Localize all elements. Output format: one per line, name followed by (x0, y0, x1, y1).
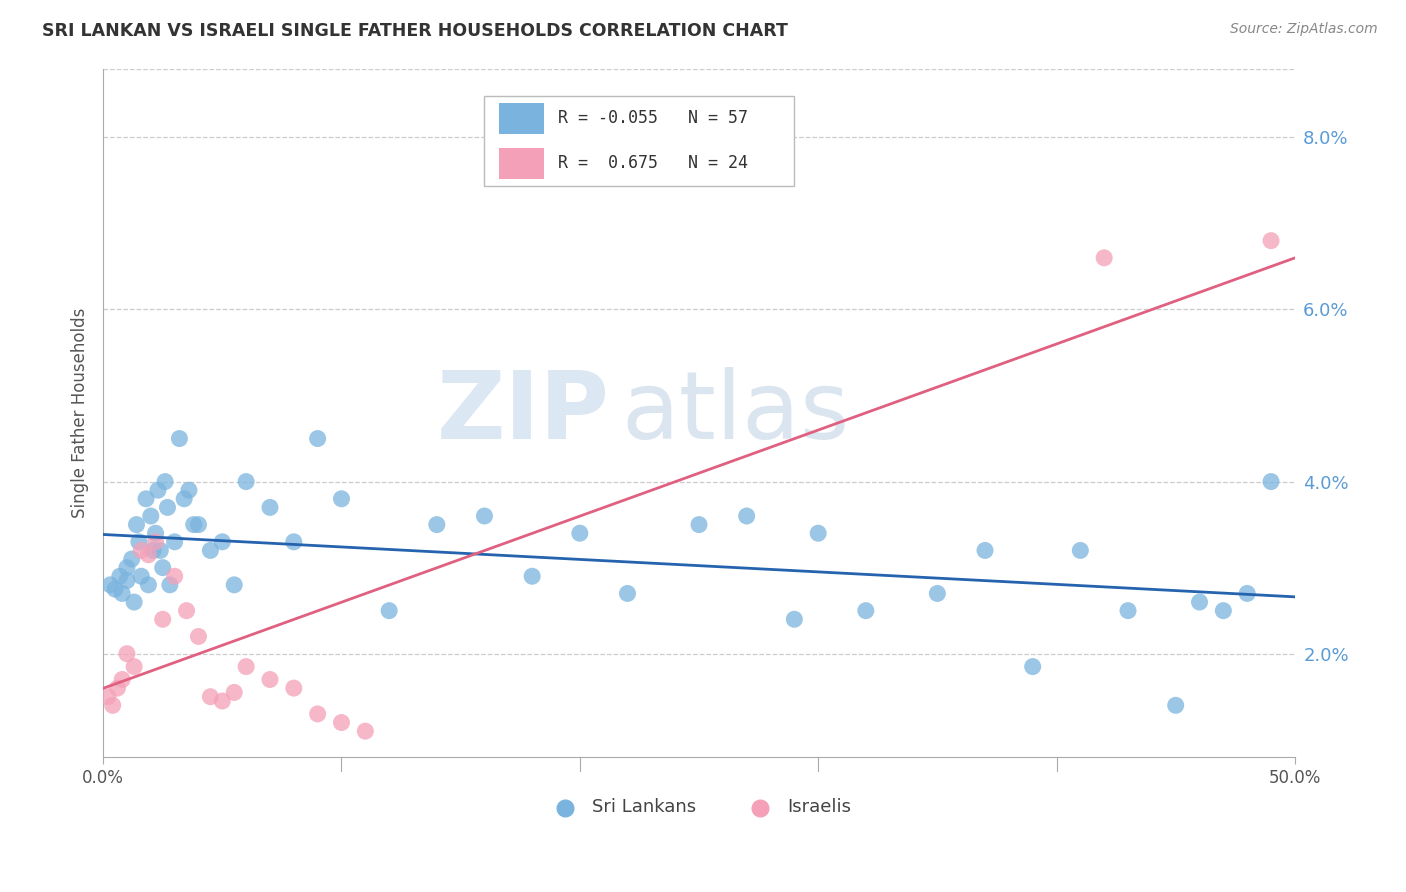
Point (307, 706, 329, 721)
Point (1188, 595, 1211, 609)
Point (283, 681, 305, 695)
Point (354, 724, 377, 739)
Point (200, 543, 222, 558)
FancyBboxPatch shape (485, 96, 794, 186)
Point (735, 508, 758, 523)
Point (145, 534, 167, 549)
Point (974, 543, 997, 558)
Point (378, 604, 401, 618)
Point (101, 698, 124, 713)
Point (855, 604, 877, 618)
Point (173, 491, 195, 506)
Point (135, 491, 157, 506)
Point (152, 560, 174, 574)
Point (807, 526, 830, 541)
Point (121, 552, 143, 566)
Point (128, 534, 150, 549)
Point (568, 526, 591, 541)
Point (139, 508, 162, 523)
Point (122, 595, 145, 609)
Point (1116, 604, 1139, 618)
Y-axis label: Single Father Households: Single Father Households (72, 308, 89, 518)
Point (107, 681, 129, 695)
Point (138, 578, 160, 592)
Point (104, 582, 127, 596)
Point (520, 569, 543, 583)
Point (129, 543, 152, 558)
Text: atlas: atlas (621, 367, 849, 458)
Point (283, 534, 305, 549)
Point (224, 685, 246, 699)
Point (474, 508, 496, 523)
Point (138, 548, 160, 562)
Point (159, 578, 181, 592)
Point (307, 432, 329, 446)
Point (111, 673, 134, 687)
Text: R =  0.675   N = 24: R = 0.675 N = 24 (558, 154, 748, 172)
Point (122, 659, 145, 673)
Text: ZIP: ZIP (437, 367, 610, 458)
Point (211, 534, 233, 549)
Point (330, 715, 353, 730)
Point (149, 543, 172, 558)
Point (142, 543, 165, 558)
Point (259, 673, 281, 687)
Point (163, 569, 186, 583)
Point (176, 604, 198, 618)
Point (1260, 475, 1282, 489)
Point (616, 586, 638, 600)
Point (183, 517, 205, 532)
Point (111, 586, 134, 600)
Point (1092, 251, 1115, 265)
Point (211, 694, 233, 708)
Point (115, 560, 138, 574)
Point (115, 574, 138, 588)
Point (1021, 659, 1043, 673)
Point (153, 475, 176, 489)
Point (152, 612, 174, 626)
Text: Source: ZipAtlas.com: Source: ZipAtlas.com (1230, 22, 1378, 37)
Point (145, 526, 167, 541)
FancyBboxPatch shape (499, 103, 544, 134)
Point (1212, 604, 1234, 618)
Point (187, 517, 209, 532)
Point (688, 517, 710, 532)
Point (1164, 698, 1187, 713)
Point (224, 578, 246, 592)
Point (163, 534, 186, 549)
Legend: Sri Lankans, Israelis: Sri Lankans, Israelis (540, 791, 858, 823)
Point (125, 517, 148, 532)
Text: SRI LANKAN VS ISRAELI SINGLE FATHER HOUSEHOLDS CORRELATION CHART: SRI LANKAN VS ISRAELI SINGLE FATHER HOUS… (42, 22, 787, 40)
Point (129, 569, 152, 583)
Point (927, 586, 949, 600)
Point (146, 483, 169, 498)
Point (426, 517, 449, 532)
Point (108, 569, 131, 583)
Point (783, 612, 806, 626)
Point (259, 500, 281, 515)
Point (156, 500, 179, 515)
FancyBboxPatch shape (499, 148, 544, 178)
Point (169, 432, 191, 446)
Point (200, 690, 222, 704)
Point (115, 647, 138, 661)
Text: R = -0.055   N = 57: R = -0.055 N = 57 (558, 110, 748, 128)
Point (1260, 234, 1282, 248)
Point (177, 483, 200, 498)
Point (235, 659, 257, 673)
Point (1069, 543, 1091, 558)
Point (98, 578, 121, 592)
Point (235, 475, 257, 489)
Point (187, 630, 209, 644)
Point (97, 690, 120, 704)
Point (1236, 586, 1258, 600)
Point (330, 491, 353, 506)
